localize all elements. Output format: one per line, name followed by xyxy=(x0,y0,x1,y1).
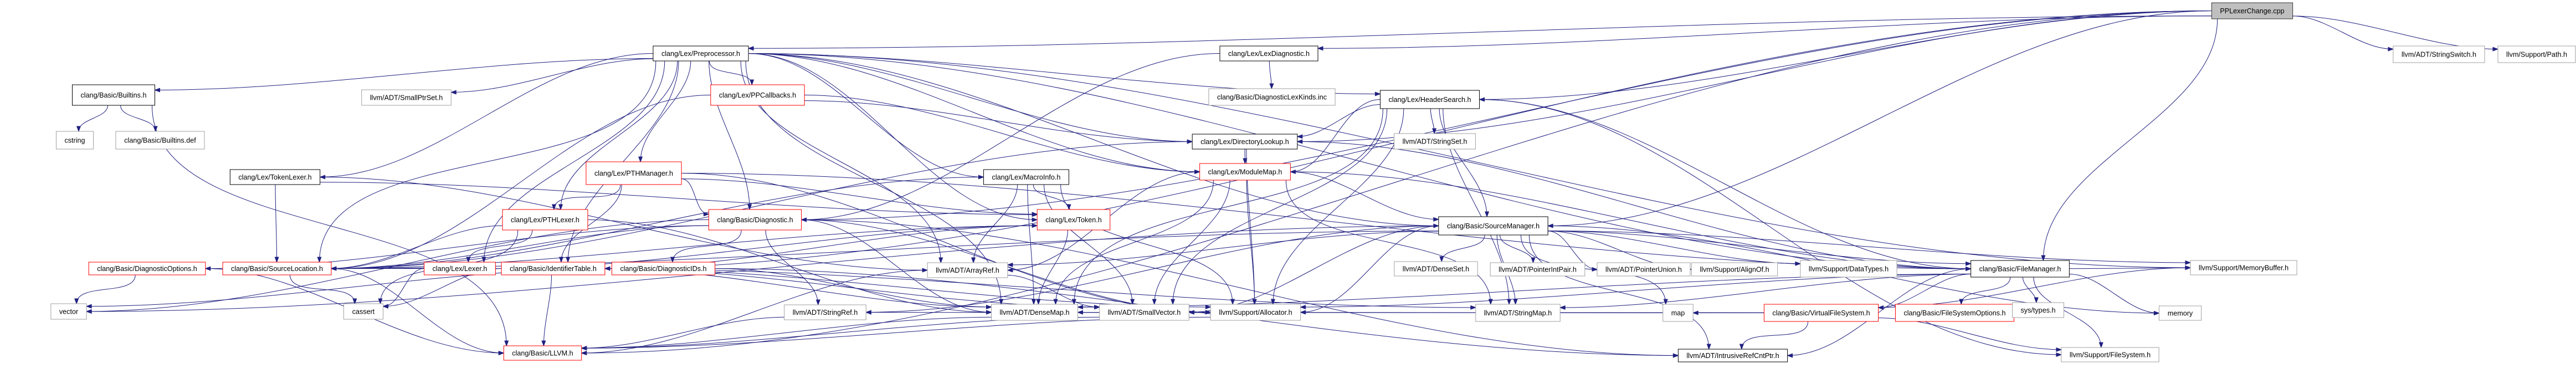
svg-text:llvm/ADT/SmallPtrSet.h: llvm/ADT/SmallPtrSet.h xyxy=(370,94,443,101)
svg-text:llvm/ADT/IntrusiveRefCntPtr.h: llvm/ADT/IntrusiveRefCntPtr.h xyxy=(1686,352,1779,360)
svg-text:clang/Basic/SourceManager.h: clang/Basic/SourceManager.h xyxy=(1447,222,1540,230)
svg-text:llvm/ADT/StringSwitch.h: llvm/ADT/StringSwitch.h xyxy=(2401,50,2476,58)
svg-text:llvm/Support/Path.h: llvm/Support/Path.h xyxy=(2506,50,2567,58)
svg-text:clang/Lex/HeaderSearch.h: clang/Lex/HeaderSearch.h xyxy=(1388,96,1471,104)
svg-text:llvm/ADT/PointerIntPair.h: llvm/ADT/PointerIntPair.h xyxy=(1499,265,1577,273)
svg-text:clang/Lex/TokenLexer.h: clang/Lex/TokenLexer.h xyxy=(238,173,311,181)
svg-text:clang/Lex/Preprocessor.h: clang/Lex/Preprocessor.h xyxy=(661,50,740,58)
svg-text:clang/Basic/DiagnosticIDs.h: clang/Basic/DiagnosticIDs.h xyxy=(620,265,706,273)
svg-text:llvm/ADT/DenseSet.h: llvm/ADT/DenseSet.h xyxy=(1403,265,1469,273)
svg-text:PPLexerChange.cpp: PPLexerChange.cpp xyxy=(2220,7,2284,15)
svg-text:clang/Basic/IdentifierTable.h: clang/Basic/IdentifierTable.h xyxy=(510,265,597,273)
svg-text:llvm/ADT/StringMap.h: llvm/ADT/StringMap.h xyxy=(1484,309,1552,317)
svg-text:clang/Lex/ModuleMap.h: clang/Lex/ModuleMap.h xyxy=(1208,168,1282,176)
svg-text:llvm/ADT/StringRef.h: llvm/ADT/StringRef.h xyxy=(793,309,858,316)
svg-text:llvm/ADT/StringSet.h: llvm/ADT/StringSet.h xyxy=(1403,137,1467,145)
svg-text:clang/Basic/SourceLocation.h: clang/Basic/SourceLocation.h xyxy=(231,265,323,273)
svg-text:llvm/ADT/SmallVector.h: llvm/ADT/SmallVector.h xyxy=(1108,309,1181,316)
svg-text:clang/Lex/Token.h: clang/Lex/Token.h xyxy=(1045,216,1102,224)
svg-text:clang/Basic/Diagnostic.h: clang/Basic/Diagnostic.h xyxy=(717,216,793,224)
svg-text:sys/types.h: sys/types.h xyxy=(2021,306,2056,314)
svg-text:vector: vector xyxy=(59,308,78,315)
svg-text:cstring: cstring xyxy=(64,136,85,144)
svg-text:clang/Lex/PPCallbacks.h: clang/Lex/PPCallbacks.h xyxy=(719,91,796,99)
svg-text:clang/Basic/DiagnosticOptions.: clang/Basic/DiagnosticOptions.h xyxy=(97,265,197,273)
svg-text:llvm/Support/DataTypes.h: llvm/Support/DataTypes.h xyxy=(1809,265,1889,273)
svg-text:clang/Lex/DirectoryLookup.h: clang/Lex/DirectoryLookup.h xyxy=(1200,138,1289,146)
svg-text:clang/Basic/VirtualFileSystem.: clang/Basic/VirtualFileSystem.h xyxy=(1772,309,1870,317)
svg-text:llvm/Support/AlignOf.h: llvm/Support/AlignOf.h xyxy=(1700,265,1769,273)
svg-text:clang/Lex/PTHManager.h: clang/Lex/PTHManager.h xyxy=(594,170,673,177)
svg-text:memory: memory xyxy=(2168,309,2193,317)
svg-text:clang/Basic/LLVM.h: clang/Basic/LLVM.h xyxy=(512,349,573,357)
svg-text:clang/Basic/Builtins.def: clang/Basic/Builtins.def xyxy=(124,136,196,144)
svg-text:llvm/Support/MemoryBuffer.h: llvm/Support/MemoryBuffer.h xyxy=(2199,264,2288,272)
svg-text:clang/Lex/MacroInfo.h: clang/Lex/MacroInfo.h xyxy=(992,173,1061,181)
svg-text:llvm/Support/FileSystem.h: llvm/Support/FileSystem.h xyxy=(2070,351,2151,359)
svg-text:clang/Lex/Lexer.h: clang/Lex/Lexer.h xyxy=(433,265,488,273)
svg-text:clang/Basic/Builtins.h: clang/Basic/Builtins.h xyxy=(80,91,146,99)
svg-text:clang/Lex/PTHLexer.h: clang/Lex/PTHLexer.h xyxy=(511,216,579,224)
svg-text:llvm/ADT/PointerUnion.h: llvm/ADT/PointerUnion.h xyxy=(1605,265,1682,273)
svg-text:cassert: cassert xyxy=(352,308,375,315)
svg-text:clang/Lex/LexDiagnostic.h: clang/Lex/LexDiagnostic.h xyxy=(1228,50,1310,58)
svg-text:clang/Basic/FileSystemOptions.: clang/Basic/FileSystemOptions.h xyxy=(1903,309,2005,317)
svg-text:llvm/ADT/ArrayRef.h: llvm/ADT/ArrayRef.h xyxy=(936,267,999,274)
svg-text:llvm/ADT/DenseMap.h: llvm/ADT/DenseMap.h xyxy=(1000,309,1070,316)
svg-text:clang/Basic/DiagnosticLexKinds: clang/Basic/DiagnosticLexKinds.inc xyxy=(1217,93,1327,101)
svg-text:map: map xyxy=(1671,309,1685,317)
svg-text:clang/Basic/FileManager.h: clang/Basic/FileManager.h xyxy=(1979,265,2061,273)
svg-text:llvm/Support/Allocator.h: llvm/Support/Allocator.h xyxy=(1219,309,1292,316)
